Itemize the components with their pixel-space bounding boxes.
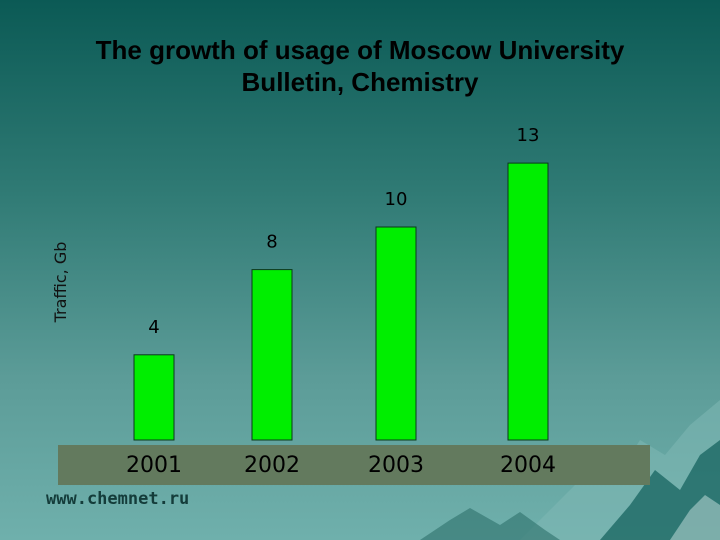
data-label-2001: 4 bbox=[148, 317, 159, 338]
x-axis-band bbox=[58, 445, 650, 485]
data-label-2003: 10 bbox=[385, 189, 408, 210]
bar-2002 bbox=[251, 269, 293, 441]
y-axis-label: Traffic, Gb bbox=[51, 242, 70, 324]
x-tick-label-2004: 2004 bbox=[500, 453, 556, 478]
x-tick-label-2002: 2002 bbox=[244, 453, 300, 478]
bar-2004 bbox=[507, 162, 549, 441]
x-tick-label-2003: 2003 bbox=[368, 453, 424, 478]
x-tick-label-2001: 2001 bbox=[126, 453, 182, 478]
bar-2003 bbox=[375, 226, 417, 441]
chart-title: The growth of usage of Moscow University… bbox=[40, 34, 680, 98]
data-label-2004: 13 bbox=[517, 125, 540, 146]
chart-title-line-1: The growth of usage of Moscow University bbox=[95, 35, 625, 65]
chart-title-line-2: Bulletin, Chemistry bbox=[241, 67, 479, 97]
footer-url: www.chemnet.ru bbox=[46, 489, 190, 509]
bar-2001 bbox=[133, 354, 175, 441]
data-label-2002: 8 bbox=[266, 232, 277, 253]
